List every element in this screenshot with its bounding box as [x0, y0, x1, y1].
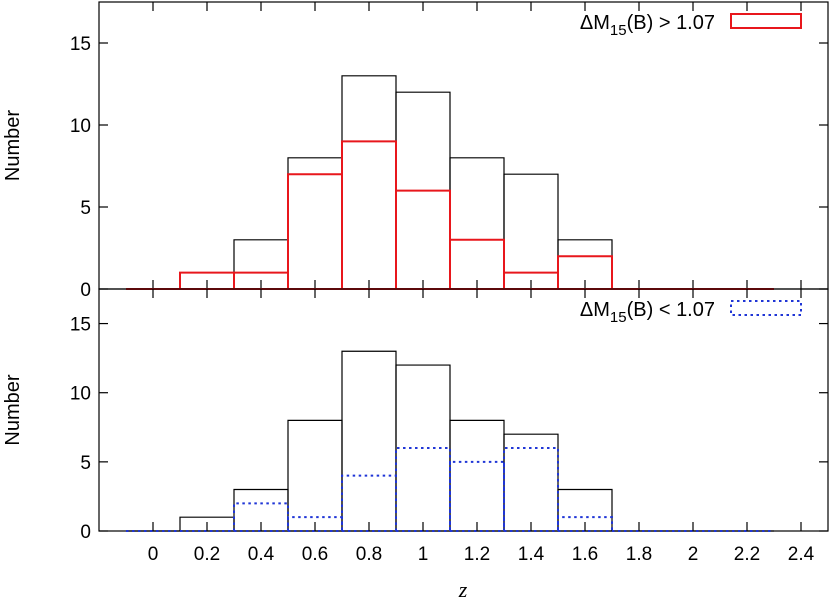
bar — [557, 255, 613, 289]
legend: ΔM15(B) > 1.07 — [580, 12, 802, 39]
x-tick-label: 0.2 — [194, 544, 220, 565]
bar — [503, 173, 559, 289]
x-tick-label: 1.8 — [626, 544, 652, 565]
y-axis-label: Number — [2, 374, 24, 445]
bar — [287, 516, 343, 531]
x-tick-label: 1.4 — [518, 544, 545, 565]
legend-label: ΔM15(B) < 1.07 — [580, 299, 715, 326]
bar — [449, 238, 505, 289]
y-tick-label: 5 — [80, 198, 91, 219]
series-dotted — [126, 447, 774, 532]
y-tick-label: 5 — [80, 453, 91, 474]
x-axis: 0 0.2 0.4 0.6 0.8 1 1.2 1.4 1.6 1.8 2 2.2 2.4 z — [148, 544, 815, 602]
bar — [395, 447, 451, 531]
x-tick-label: 2 — [688, 544, 699, 565]
bar — [287, 419, 343, 531]
bar — [557, 516, 613, 531]
legend-swatch — [730, 13, 802, 29]
bar — [341, 75, 397, 289]
bar — [449, 460, 505, 531]
plot-frame — [98, 288, 829, 532]
bar — [287, 157, 343, 289]
y-tick-label: 0 — [80, 280, 91, 301]
bar — [449, 419, 505, 531]
x-tick-label: 2.4 — [788, 544, 815, 565]
x-axis-label: z — [458, 577, 468, 602]
x-tick-label: 0.4 — [248, 544, 275, 565]
x-tick-label: 1.6 — [572, 544, 598, 565]
legend-label: ΔM15(B) > 1.07 — [580, 12, 715, 39]
y-tick-label: 15 — [70, 34, 91, 55]
x-tick-label: 0 — [148, 544, 159, 565]
x-tick-label: 1 — [418, 544, 429, 565]
x-tick-label: 2.2 — [734, 544, 760, 565]
bar — [233, 502, 289, 531]
x-tick-label: 1.2 — [464, 544, 490, 565]
bar — [341, 350, 397, 531]
bottom-panel: 0 5 10 15 Number ΔM15(B) < 1.07 — [2, 288, 829, 543]
bar — [341, 140, 397, 289]
legend-swatch — [730, 300, 802, 316]
bar — [287, 173, 343, 289]
x-tick-label: 0.6 — [302, 544, 328, 565]
legend: ΔM15(B) < 1.07 — [580, 299, 802, 326]
plot-frame — [98, 1, 829, 290]
y-tick-label: 10 — [70, 116, 91, 137]
bar — [449, 157, 505, 289]
y-tick-label: 0 — [80, 522, 91, 543]
y-tick-label: 15 — [70, 315, 91, 336]
bar — [503, 447, 559, 531]
x-tick-label: 0.8 — [356, 544, 382, 565]
y-axis-label: Number — [2, 110, 24, 181]
top-panel: 0 5 10 15 Number ΔM15(B) > 1.07 — [2, 1, 829, 301]
y-tick-label: 10 — [70, 384, 91, 405]
bar — [395, 189, 451, 289]
